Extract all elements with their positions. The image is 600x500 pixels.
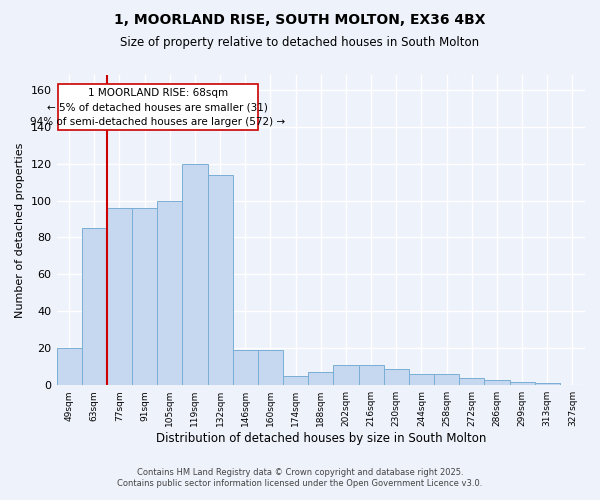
Bar	[132, 208, 157, 385]
Text: Size of property relative to detached houses in South Molton: Size of property relative to detached ho…	[121, 36, 479, 49]
Bar	[459, 378, 484, 385]
Bar	[509, 382, 535, 385]
Bar	[383, 368, 409, 385]
Text: Contains HM Land Registry data © Crown copyright and database right 2025.
Contai: Contains HM Land Registry data © Crown c…	[118, 468, 482, 487]
Bar	[484, 380, 509, 385]
Bar	[283, 376, 308, 385]
Bar	[233, 350, 258, 385]
Bar	[535, 384, 560, 385]
Text: 1 MOORLAND RISE: 68sqm
← 5% of detached houses are smaller (31)
94% of semi-deta: 1 MOORLAND RISE: 68sqm ← 5% of detached …	[30, 88, 286, 127]
Bar	[157, 200, 182, 385]
Bar	[208, 174, 233, 385]
FancyBboxPatch shape	[58, 84, 258, 130]
Bar	[334, 365, 359, 385]
Bar	[258, 350, 283, 385]
Bar	[56, 348, 82, 385]
Bar	[434, 374, 459, 385]
Bar	[182, 164, 208, 385]
Bar	[359, 365, 383, 385]
Bar	[409, 374, 434, 385]
Bar	[107, 208, 132, 385]
Bar	[308, 372, 334, 385]
Text: 1, MOORLAND RISE, SOUTH MOLTON, EX36 4BX: 1, MOORLAND RISE, SOUTH MOLTON, EX36 4BX	[114, 12, 486, 26]
Bar	[82, 228, 107, 385]
X-axis label: Distribution of detached houses by size in South Molton: Distribution of detached houses by size …	[155, 432, 486, 445]
Y-axis label: Number of detached properties: Number of detached properties	[15, 142, 25, 318]
